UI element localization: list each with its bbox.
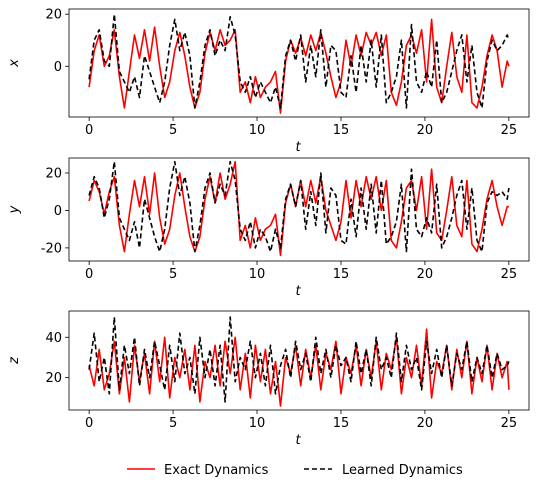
x-axis-label: t: [295, 433, 301, 448]
y-tick-label: 20: [45, 166, 62, 181]
x-axis-label: t: [295, 284, 301, 299]
series-exact-y: [88, 160, 509, 257]
legend-exact-label: Exact Dynamics: [164, 463, 269, 478]
x-tick-label: 15: [333, 123, 350, 138]
x-tick-label: 0: [85, 123, 93, 138]
y-tick-label: 20: [45, 371, 62, 386]
x-tick-label: 25: [501, 123, 518, 138]
series-learned-x: [88, 13, 510, 109]
x-tick-label: 25: [501, 267, 518, 282]
x-tick-label: 15: [333, 267, 350, 282]
x-tick-label: 10: [249, 123, 266, 138]
x-tick-label: 5: [169, 123, 177, 138]
x-tick-label: 5: [169, 267, 177, 282]
y-axis-label: z: [7, 356, 22, 365]
x-tick-label: 20: [417, 267, 434, 282]
axes-frame: [68, 157, 530, 262]
axes-frame: [68, 310, 530, 411]
series-exact-x: [88, 18, 510, 114]
x-tick-label: 20: [417, 123, 434, 138]
panel-y: 0 5 10 15 20 25 -20 0 20 t y: [7, 157, 530, 299]
panel-x: 0 5 10 15 20 25 0 20 t x: [7, 8, 530, 155]
x-tick-label: 15: [333, 416, 350, 431]
series-exact-z: [88, 328, 510, 407]
y-tick-label: 0: [54, 204, 62, 219]
y-axis-label: x: [7, 59, 22, 68]
y-tick-label: 0: [54, 60, 62, 75]
x-tick-label: 20: [417, 416, 434, 431]
x-tick-label: 10: [249, 416, 266, 431]
x-tick-label: 5: [169, 416, 177, 431]
series-learned-y: [88, 160, 510, 253]
y-tick-label: -20: [41, 241, 62, 256]
panel-z: 0 5 10 15 20 25 20 40 t z: [7, 310, 530, 448]
x-tick-label: 0: [85, 267, 93, 282]
series-learned-z: [88, 316, 510, 403]
legend-learned-label: Learned Dynamics: [342, 463, 463, 478]
legend: Exact Dynamics Learned Dynamics: [127, 463, 463, 478]
axes-frame: [68, 8, 530, 118]
x-axis-label: t: [295, 140, 301, 155]
y-axis-label: y: [7, 205, 22, 214]
x-tick-label: 10: [249, 267, 266, 282]
x-tick-label: 25: [501, 416, 518, 431]
x-tick-label: 0: [85, 416, 93, 431]
y-tick-label: 20: [45, 8, 62, 23]
y-tick-label: 40: [45, 331, 62, 346]
